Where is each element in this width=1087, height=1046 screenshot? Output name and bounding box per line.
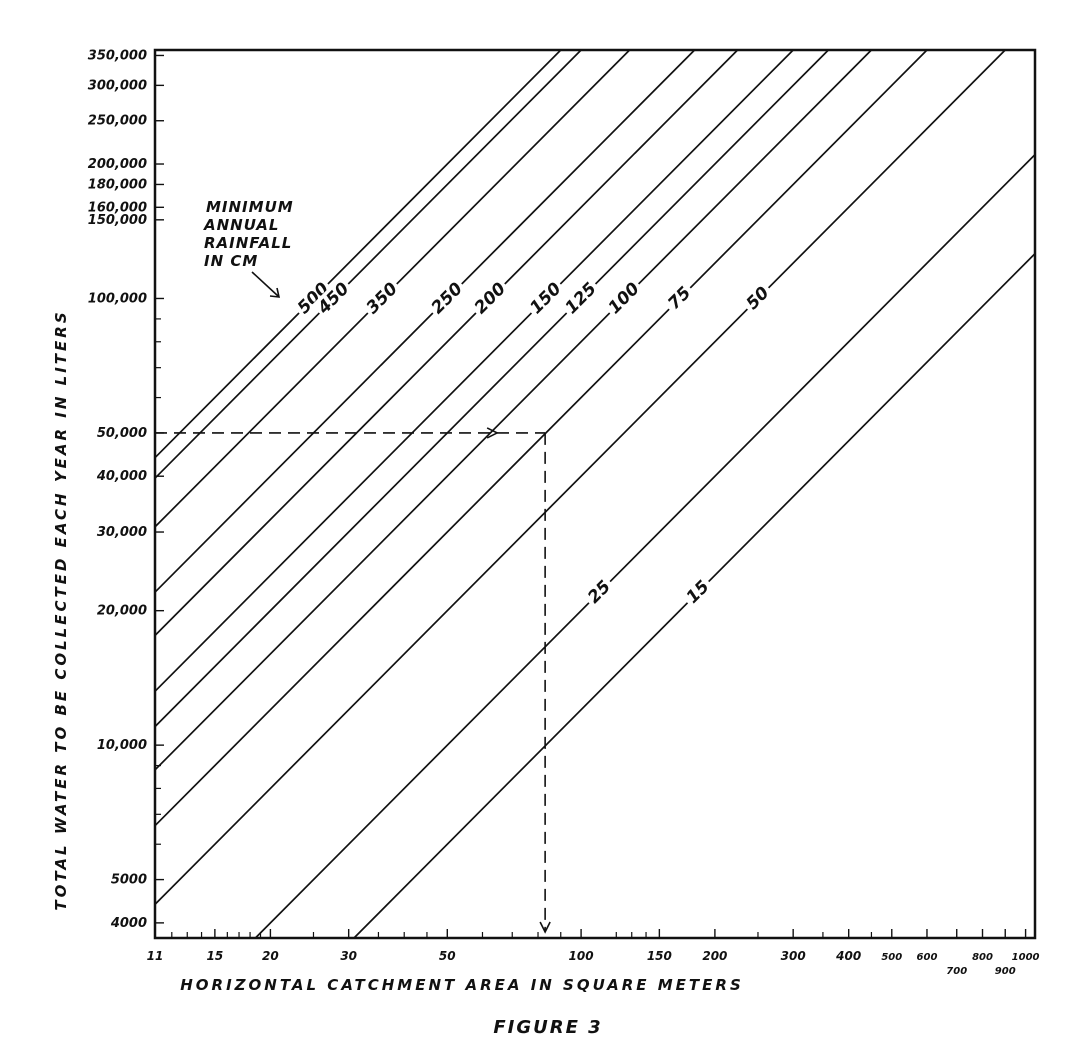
rainfall-line-250cm (154, 49, 696, 593)
guide-arrow-right-icon (486, 427, 499, 439)
y-tick-label: 30,000 (97, 525, 147, 540)
x-tick-label: 700 (946, 966, 967, 977)
rainfall-line-200cm (154, 49, 739, 637)
annotation-line-3: RAINFALL (204, 234, 292, 252)
x-tick-label: 400 (835, 949, 861, 963)
x-tick-label: 800 (972, 952, 993, 963)
y-tick-label: 100,000 (88, 291, 147, 306)
y-tick-label: 160,000 (88, 200, 147, 215)
rainfall-line-500cm (154, 49, 562, 459)
y-tick-label: 150,000 (88, 213, 147, 228)
x-tick-label: 1000 (1012, 952, 1040, 963)
series-label-gap (425, 276, 470, 321)
x-axis-title: HORIZONTAL CATCHMENT AREA IN SQUARE METE… (180, 976, 744, 994)
series-label-gap (558, 276, 604, 321)
rainfall-line-50cm (154, 49, 1006, 905)
y-tick-label: 180,000 (88, 177, 147, 192)
y-axis-title: TOTAL WATER TO BE COLLECTED EACH YEAR IN… (52, 309, 70, 910)
x-tick-label: 15 (207, 949, 224, 963)
annotation-line-2: ANNUAL (203, 216, 279, 234)
x-tick-label: 50 (439, 949, 456, 963)
y-tick-label: 50,000 (97, 426, 147, 441)
series-label-gap (581, 573, 618, 611)
series-label-gap (311, 276, 357, 321)
rainfall-line-450cm (154, 49, 582, 479)
x-tick-label: 150 (647, 949, 672, 963)
y-tick-label: 300,000 (88, 78, 147, 93)
x-tick-label: 300 (781, 949, 806, 963)
annotation-line-1: MINIMUM (206, 198, 294, 216)
x-tick-label: 200 (702, 949, 727, 963)
annotation-arrowhead-icon (269, 287, 281, 298)
x-tick-label: 500 (881, 952, 902, 963)
x-tick-label: 600 (917, 952, 938, 963)
rainfall-line-25cm (254, 154, 1036, 939)
x-tick-label: 20 (262, 949, 279, 963)
x-axis: 11 15 20 30 50 100 150 200 300 400 500 600 700 800900… (147, 929, 1040, 977)
plot-frame (153, 48, 1037, 940)
guide-arrow-down-icon (539, 921, 551, 934)
x-tick-label: 100 (569, 949, 594, 963)
series-label-gap (601, 276, 647, 321)
y-tick-label: 4000 (110, 916, 147, 931)
y-tick-label: 5000 (111, 873, 147, 888)
series-label-gap (661, 280, 699, 317)
rainfall-line-150cm (154, 49, 794, 692)
y-tick-label: 40,000 (96, 469, 147, 484)
annotation-arrow (251, 271, 279, 297)
y-tick-label: 200,000 (88, 157, 147, 172)
series-label-gap (291, 276, 336, 321)
series-label-gap (468, 276, 513, 321)
minimum-rainfall-annotation: MINIMUM ANNUAL RAINFALL IN CM (203, 198, 294, 298)
rainfall-line-100cm (154, 49, 873, 771)
rainfall-line-125cm (154, 49, 830, 728)
x-tick-label: 30 (340, 949, 357, 963)
y-tick-label: 20,000 (97, 604, 147, 619)
series-label-gap (360, 276, 405, 321)
series-label-gap (739, 280, 777, 317)
y-tick-label: 350,000 (88, 48, 147, 63)
rainfall-line-75cm (154, 49, 928, 827)
x-tick-label: 900 (995, 966, 1016, 977)
x-tick-label: 11 (147, 949, 164, 963)
series-layer (154, 49, 1036, 939)
y-tick-label: 250,000 (88, 114, 147, 129)
series-label-gap (679, 573, 717, 611)
annotation-line-4: IN CM (204, 252, 258, 270)
series-label-gap (523, 276, 569, 321)
y-axis: 4000 5000 10,000 20,000 30,000 40,000 50,000 10… (88, 48, 164, 931)
guide-layer (155, 427, 551, 934)
figure-caption: FIGURE 3 (493, 1017, 602, 1038)
y-tick-label: 10,000 (97, 738, 147, 753)
